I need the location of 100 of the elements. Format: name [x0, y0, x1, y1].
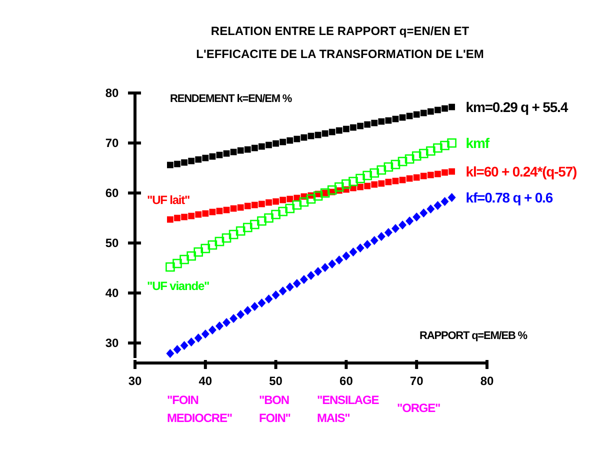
- text: "FOIN MEDIOCRE": [167, 393, 232, 425]
- point: [440, 140, 450, 150]
- point: [236, 226, 246, 236]
- point: [448, 193, 456, 202]
- point: [280, 138, 286, 146]
- series-label: kmf: [466, 135, 490, 151]
- point: [230, 205, 237, 212]
- point: [362, 170, 372, 180]
- point: [406, 216, 414, 226]
- x-tick-label: 30: [128, 374, 142, 388]
- y-tick-label: 30: [105, 336, 119, 350]
- point: [286, 196, 294, 202]
- point: [258, 200, 265, 208]
- point: [237, 204, 244, 211]
- point: [272, 198, 279, 205]
- point: [180, 254, 189, 264]
- point: [215, 322, 224, 330]
- point: [385, 178, 392, 186]
- point: [202, 210, 209, 217]
- point: [195, 211, 202, 218]
- point: [440, 197, 449, 206]
- point: [376, 165, 386, 175]
- point: [348, 176, 358, 186]
- point: [271, 210, 280, 220]
- point: [195, 156, 202, 163]
- point: [364, 121, 371, 128]
- point: [413, 111, 420, 118]
- point: [294, 136, 300, 142]
- point: [426, 146, 436, 156]
- point: [314, 267, 322, 276]
- point: [427, 172, 434, 178]
- y-tick-label: 50: [105, 236, 119, 250]
- point: [209, 153, 216, 160]
- point: [237, 147, 244, 154]
- point: [349, 248, 358, 256]
- point: [188, 158, 195, 164]
- x-tick-label: 40: [198, 374, 212, 388]
- point: [328, 260, 336, 268]
- point: [258, 298, 266, 308]
- point: [398, 220, 407, 230]
- point: [250, 302, 259, 311]
- point: [180, 341, 188, 350]
- point: [174, 160, 180, 168]
- point: [194, 247, 204, 257]
- point: [434, 106, 441, 114]
- point: [356, 244, 364, 252]
- annotation: "UF lait": [147, 193, 190, 207]
- point: [334, 182, 344, 192]
- point: [202, 154, 209, 162]
- point: [384, 228, 392, 237]
- point: [280, 196, 286, 204]
- point: [258, 143, 265, 150]
- point: [230, 314, 238, 323]
- point: [285, 204, 295, 214]
- point: [292, 200, 302, 210]
- point: [251, 202, 258, 208]
- point: [181, 214, 188, 220]
- point: [222, 233, 232, 243]
- point: [378, 180, 385, 187]
- series-label: km=0.29 q + 55.4: [466, 99, 568, 115]
- point: [286, 282, 294, 292]
- point: [266, 142, 272, 148]
- y-axis-title: RENDEMENT k=EN/EM %: [170, 93, 292, 105]
- point: [335, 256, 344, 264]
- point: [327, 185, 337, 195]
- y-tick-label: 80: [105, 86, 119, 100]
- point: [356, 174, 365, 184]
- point: [442, 105, 448, 112]
- point: [412, 151, 422, 161]
- point: [420, 208, 428, 218]
- point: [172, 258, 182, 268]
- y-tick-label: 70: [105, 136, 119, 150]
- point: [188, 212, 195, 220]
- x-axis-title: RAPPORT q=EM/EB %: [420, 330, 528, 342]
- point: [214, 236, 224, 246]
- point: [328, 128, 336, 136]
- point: [167, 162, 174, 168]
- series-label: kl=60 + 0.24*(q-57): [466, 164, 577, 180]
- point: [244, 306, 252, 315]
- point: [307, 271, 315, 280]
- point: [442, 169, 448, 176]
- point: [370, 236, 378, 245]
- point: [272, 290, 280, 300]
- point: [264, 213, 274, 223]
- point: [299, 197, 309, 207]
- point: [364, 182, 371, 190]
- point: [371, 181, 378, 188]
- point: [278, 206, 288, 216]
- x-tick-label: 60: [340, 374, 354, 388]
- point: [385, 117, 392, 124]
- point: [420, 110, 427, 116]
- point: [448, 104, 455, 110]
- text: "ENSILAGE MAIS": [317, 393, 380, 425]
- point: [412, 212, 421, 222]
- point: [167, 216, 174, 223]
- point: [342, 252, 350, 260]
- point: [413, 174, 420, 181]
- point: [377, 232, 386, 241]
- point: [434, 170, 441, 178]
- point: [230, 148, 237, 156]
